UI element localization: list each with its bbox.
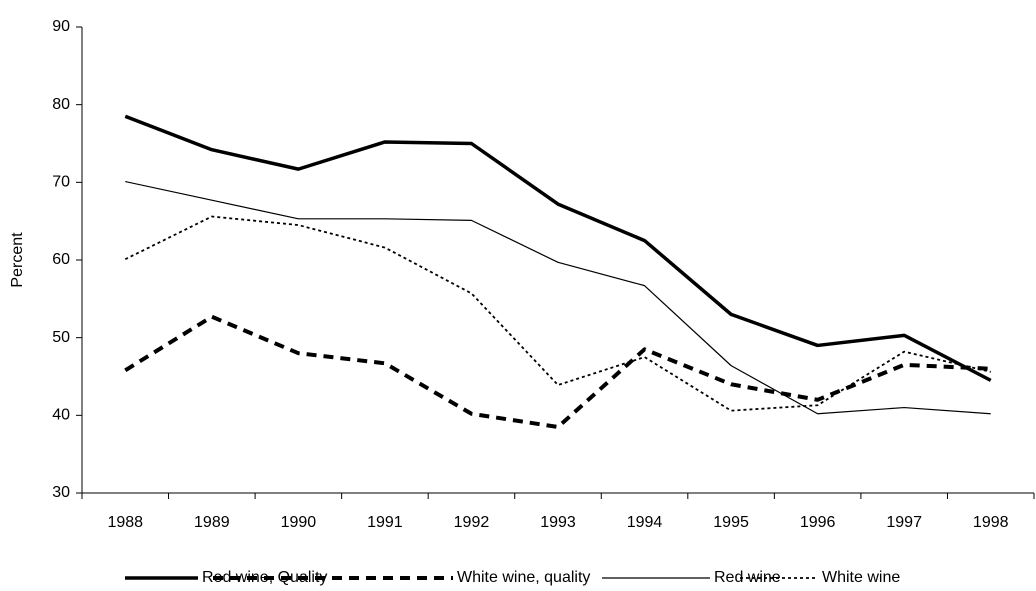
y-tick-label: 50 [52, 329, 70, 346]
x-tick-label: 1991 [367, 514, 403, 531]
series-line [124, 215, 991, 412]
x-tick-label: 1997 [886, 514, 922, 531]
legend-label: White wine [822, 569, 900, 586]
x-tick-label: 1993 [540, 514, 576, 531]
series-line [125, 180, 991, 415]
y-axis-label: Percent [9, 232, 26, 288]
x-tick-label: 1992 [454, 514, 490, 531]
x-tick-label: 1994 [627, 514, 663, 531]
y-tick-label: 30 [52, 484, 70, 501]
y-tick-label: 90 [52, 18, 70, 35]
legend-label: White wine, quality [457, 569, 590, 586]
y-tick-label: 70 [52, 174, 70, 191]
x-tick-label: 1990 [281, 514, 317, 531]
x-tick-label: 1989 [194, 514, 230, 531]
x-tick-label: 1988 [107, 514, 143, 531]
y-tick-label: 80 [52, 96, 70, 113]
series-line [124, 114, 992, 382]
x-tick-label: 1998 [973, 514, 1009, 531]
y-tick-label: 40 [52, 407, 70, 424]
x-tick-label: 1995 [713, 514, 749, 531]
series-line [124, 314, 991, 429]
y-tick-label: 60 [52, 251, 70, 268]
x-tick-label: 1996 [800, 514, 836, 531]
